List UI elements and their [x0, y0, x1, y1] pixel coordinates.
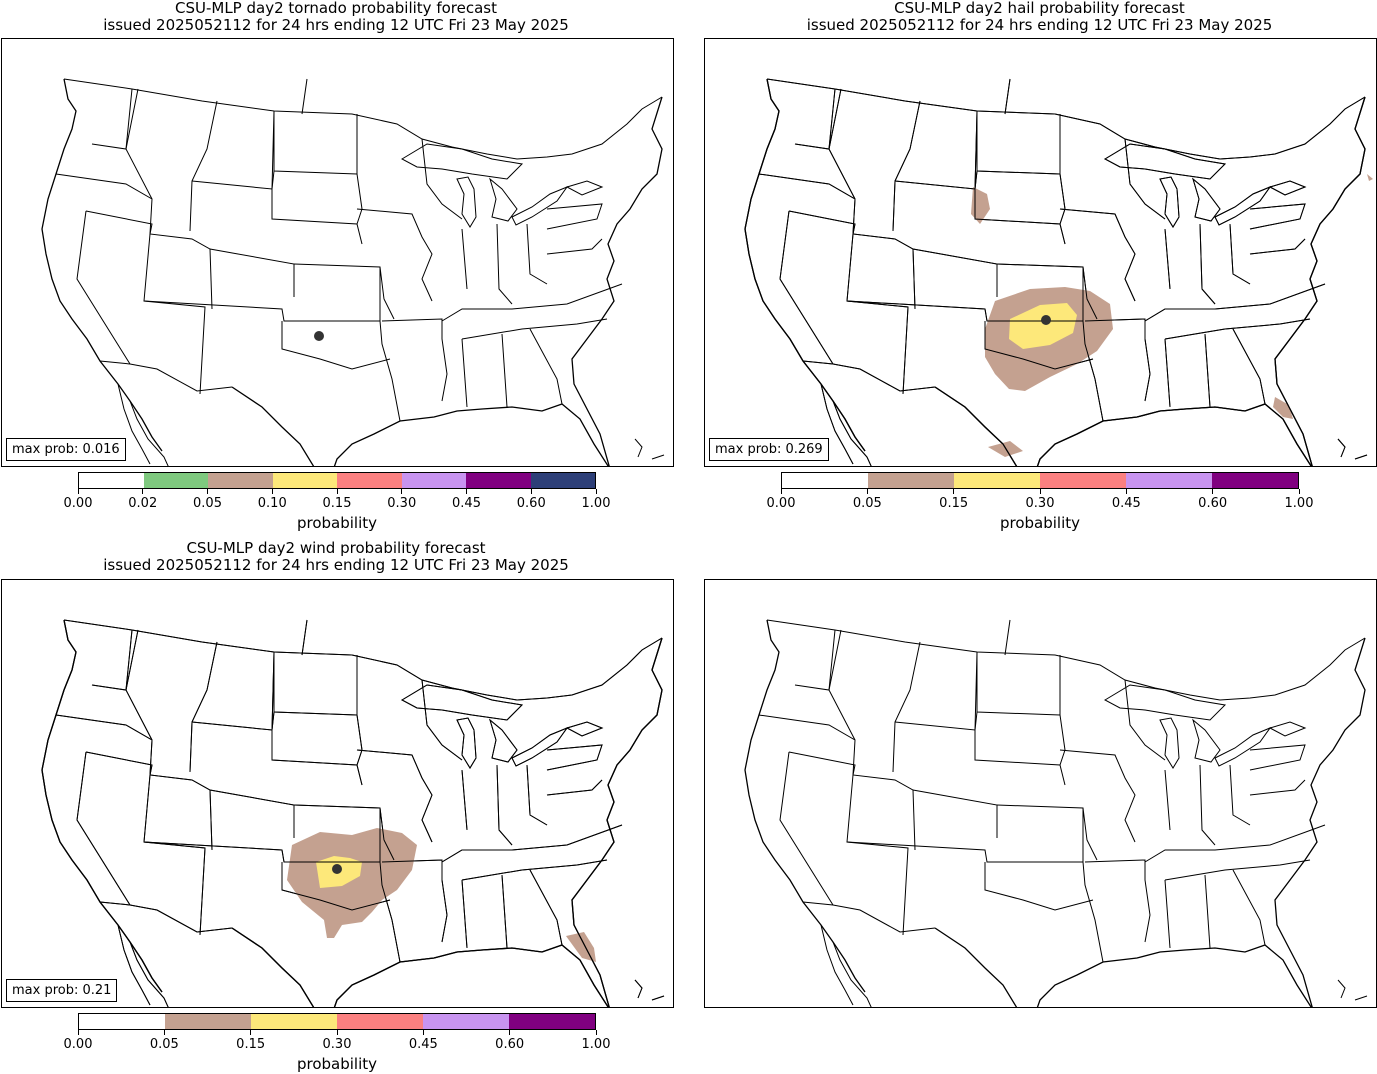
colorbar-tick-label: 1.00 — [581, 1037, 611, 1052]
colorbar-tick-label: 0.00 — [63, 1037, 93, 1052]
colorbar-tick-label: 0.05 — [193, 496, 222, 511]
colorbar-tick-label: 0.60 — [1198, 496, 1228, 511]
colorbar-tick — [1298, 489, 1300, 494]
tornado-title: CSU-MLP day2 tornado probability forecas… — [103, 0, 569, 34]
colorbar-segment — [337, 1014, 423, 1029]
colorbar-tick-label: 0.60 — [495, 1037, 525, 1052]
colorbar-tick — [866, 489, 868, 494]
colorbar-segment — [272, 473, 337, 488]
colorbar-tick — [336, 1030, 338, 1035]
colorbar-label: probability — [296, 1055, 378, 1073]
colorbar-tick — [401, 489, 403, 494]
colorbar-tick — [466, 489, 467, 494]
prob-area-05 — [1273, 397, 1293, 419]
colorbar-label: probability — [999, 514, 1081, 532]
hail-colorbar: 0.00 0.05 0.15 0.30 0.45 0.60 1.00 probability — [767, 472, 1313, 532]
colorbar-segment — [1040, 473, 1126, 488]
colorbar-segment — [165, 1014, 251, 1029]
colorbar-tick — [509, 1030, 511, 1035]
colorbar-bar — [781, 472, 1299, 489]
colorbar-tick-label: 0.30 — [387, 496, 417, 511]
colorbar-segment — [423, 1014, 509, 1029]
prob-area-05 — [1367, 174, 1373, 181]
colorbar-tick — [1125, 489, 1127, 494]
colorbar-tick — [780, 489, 782, 494]
colorbar-tick — [336, 489, 338, 494]
colorbar-tick — [953, 489, 955, 494]
colorbar-tick — [530, 489, 532, 494]
colorbar-tick-label: 0.02 — [128, 496, 158, 511]
max-location-marker — [314, 331, 324, 341]
colorbar-tick-label: 0.05 — [852, 496, 882, 511]
colorbar-segment — [509, 1014, 595, 1029]
colorbar-tick-label: 1.00 — [581, 496, 611, 511]
max-location-marker — [1041, 315, 1051, 325]
colorbar-label: probability — [296, 514, 378, 532]
colorbar-tick-label: 0.05 — [149, 1037, 179, 1052]
colorbar-tick — [1212, 489, 1214, 494]
max-prob-box: max prob: 0.21 — [6, 979, 118, 1002]
colorbar-tick — [595, 1030, 597, 1035]
blank-map — [704, 579, 1377, 1008]
colorbar-tick — [250, 1030, 252, 1035]
max-prob-box: max prob: 0.016 — [6, 438, 126, 461]
hail-title: CSU-MLP day2 hail probability forecast i… — [806, 0, 1273, 34]
colorbar-tick — [271, 489, 273, 494]
tornado-colorbar: 0.00 0.02 0.05 0.10 0.15 0.30 0.45 0.60 1.00 prob… — [64, 472, 610, 532]
colorbar-tick-label: 0.00 — [766, 496, 796, 511]
colorbar-segment — [337, 473, 402, 488]
colorbar-segment — [79, 1014, 165, 1029]
colorbar-segment — [1126, 473, 1212, 488]
colorbar-segment — [954, 473, 1040, 488]
colorbar-tick — [207, 489, 208, 494]
hail-map: max prob: 0.269 — [704, 38, 1377, 467]
wind-map: max prob: 0.21 — [1, 579, 674, 1008]
colorbar-tick-label: 1.00 — [1284, 496, 1314, 511]
colorbar-tick-label: 0.45 — [452, 496, 481, 511]
wind-colorbar: 0.00 0.05 0.15 0.30 0.45 0.60 1.00 probability — [64, 1013, 610, 1073]
colorbar-tick-label: 0.00 — [63, 496, 93, 511]
max-prob-box: max prob: 0.269 — [709, 438, 829, 461]
colorbar-tick-label: 0.15 — [236, 1037, 266, 1052]
prob-area-05 — [287, 828, 417, 938]
colorbar-tick-label: 0.60 — [516, 496, 546, 511]
colorbar-tick-label: 0.15 — [322, 496, 352, 511]
colorbar-bar — [78, 472, 596, 489]
colorbar-tick — [142, 489, 144, 494]
colorbar-tick — [77, 489, 79, 494]
colorbar-segment — [208, 473, 273, 488]
colorbar-tick — [1039, 489, 1041, 494]
colorbar-segment — [782, 473, 868, 488]
prob-area-05 — [971, 187, 990, 224]
colorbar-segment — [530, 473, 595, 488]
tornado-map: max prob: 0.016 — [1, 38, 674, 467]
prob-area-05 — [566, 932, 596, 962]
colorbar-tick — [595, 489, 597, 494]
colorbar-segment — [251, 1014, 337, 1029]
prob-area-15 — [1009, 303, 1077, 349]
colorbar-tick — [163, 1030, 165, 1035]
colorbar-tick-label: 0.10 — [257, 496, 287, 511]
colorbar-tick-label: 0.15 — [939, 496, 969, 511]
colorbar-segment — [401, 473, 466, 488]
colorbar-bar — [78, 1013, 596, 1030]
colorbar-segment — [1212, 473, 1298, 488]
colorbar-segment — [143, 473, 208, 488]
colorbar-tick — [77, 1030, 79, 1035]
colorbar-segment — [466, 473, 531, 488]
colorbar-tick — [422, 1030, 424, 1035]
max-location-marker — [332, 864, 342, 874]
colorbar-tick-label: 0.30 — [322, 1037, 352, 1052]
wind-title: CSU-MLP day2 wind probability forecast i… — [103, 539, 569, 574]
colorbar-tick-label: 0.30 — [1025, 496, 1055, 511]
colorbar-segment — [868, 473, 954, 488]
colorbar-tick-label: 0.45 — [408, 1037, 438, 1052]
colorbar-tick-label: 0.45 — [1111, 496, 1141, 511]
colorbar-segment — [79, 473, 144, 488]
